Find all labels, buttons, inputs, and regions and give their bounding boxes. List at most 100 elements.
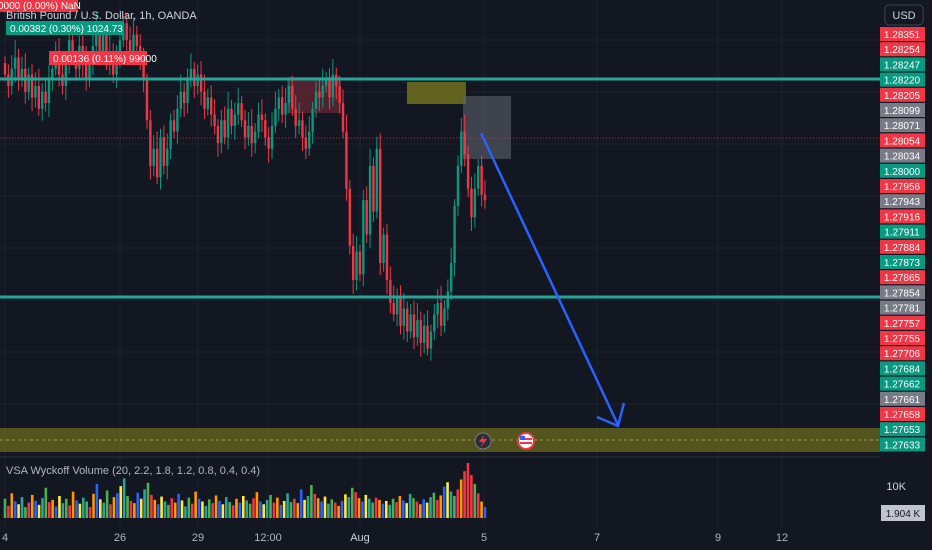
candle-body: [176, 108, 179, 132]
volume-bar: [429, 497, 432, 518]
volume-bar: [361, 501, 364, 518]
price-label: 1.27684: [884, 364, 921, 375]
time-axis-labels[interactable]: 4 26 29 12:00 Aug 5 7 9 12: [2, 532, 788, 544]
volume-bar: [146, 482, 150, 518]
volume-bar: [167, 504, 170, 518]
header-tag-top-text: 0000 (0.00%) NaN: [0, 1, 81, 12]
volume-bar: [245, 500, 249, 518]
candle-body: [257, 114, 260, 132]
candle-body: [125, 23, 128, 41]
symbol-title[interactable]: British Pound / U.S. Dollar, 1h, OANDA: [6, 10, 197, 22]
volume-bar: [126, 496, 129, 518]
us-flag-event-icon[interactable]: [517, 432, 535, 450]
lightning-event-icon[interactable]: [474, 432, 492, 450]
time-label: 5: [481, 532, 487, 544]
volume-bar: [453, 496, 456, 518]
volume-bar: [24, 507, 27, 518]
supply-zone[interactable]: [407, 82, 466, 104]
volume-bar: [184, 506, 187, 518]
price-label: 1.27916: [884, 212, 921, 223]
candle-body: [88, 63, 91, 81]
candle-body: [226, 108, 230, 138]
header-tag-top: [0, 0, 78, 12]
volume-bar: [160, 496, 163, 518]
candle-body: [348, 188, 351, 246]
price-label-tag: [880, 361, 925, 376]
volume-bar: [347, 497, 351, 518]
time-label: 7: [594, 532, 600, 544]
candle-body: [409, 314, 412, 332]
candle-body: [10, 68, 13, 86]
candle-body: [331, 74, 335, 98]
volume-bar: [439, 495, 443, 518]
candle-body: [375, 148, 379, 212]
price-label-tag: [880, 422, 925, 437]
candle-body: [470, 188, 473, 218]
candle-body: [453, 205, 456, 263]
volume-bar: [51, 499, 54, 518]
volume-bar: [374, 497, 378, 518]
price-label-tag: [880, 224, 925, 239]
volume-bar: [133, 503, 136, 518]
candle-body: [291, 85, 294, 109]
candle-body: [277, 97, 281, 109]
price-label: 1.27884: [884, 243, 921, 254]
volume-bar: [337, 505, 340, 518]
volume-bar: [422, 499, 426, 518]
price-label-tag: [880, 255, 925, 269]
price-label-tag: [880, 239, 925, 254]
indicator-title[interactable]: VSA Wyckoff Volume (20, 2.2, 1.8, 1.2, 0…: [6, 465, 260, 477]
volume-bar: [30, 494, 34, 518]
candle-body: [71, 40, 74, 58]
candle-body: [47, 80, 51, 104]
candle-body: [362, 200, 365, 275]
candle-body: [419, 320, 422, 343]
volume-bar: [122, 478, 126, 518]
currency-button-label: USD: [892, 10, 915, 22]
volume-bar: [248, 503, 252, 518]
candle-body: [426, 325, 429, 349]
candle-body: [250, 125, 253, 144]
candle-body: [267, 137, 270, 149]
volume-bar: [391, 498, 395, 518]
volume-bar: [296, 503, 300, 518]
volume-bar: [214, 495, 218, 518]
volume-bar: [354, 492, 357, 518]
candles-layer: [3, 12, 487, 361]
candle-body: [101, 34, 105, 52]
volume-bar: [41, 498, 44, 518]
candle-body: [132, 34, 135, 52]
price-label-tag: [880, 87, 925, 102]
candle-body: [240, 103, 243, 121]
candle-body: [311, 108, 314, 132]
candle-body: [318, 91, 321, 98]
candle-body: [443, 308, 446, 326]
projection-arrow[interactable]: [479, 132, 620, 426]
candle-body: [13, 57, 17, 69]
candle-body: [172, 120, 176, 132]
candle-body: [203, 91, 206, 109]
volume-bar: [224, 497, 228, 518]
currency-button[interactable]: [884, 4, 924, 26]
position-box[interactable]: [463, 96, 511, 159]
volume-bar: [116, 493, 119, 518]
candle-body: [40, 91, 44, 109]
price-label-tag: [880, 270, 925, 285]
volume-bar: [310, 485, 313, 518]
candle-body: [341, 103, 345, 132]
candle-body: [399, 297, 402, 326]
volume-bar: [47, 502, 51, 518]
candle-body: [324, 80, 328, 86]
candle-body: [466, 154, 470, 189]
time-label: 12: [776, 532, 788, 544]
price-label-tag: [880, 103, 925, 117]
price-label: 1.28254: [884, 45, 921, 56]
volume-bar: [483, 507, 487, 518]
candle-body: [439, 302, 443, 326]
volume-bar: [7, 505, 10, 518]
price-label-tag: [880, 315, 925, 330]
volume-bar: [88, 507, 92, 518]
volume-bar: [13, 501, 17, 518]
candle-body: [162, 137, 166, 166]
